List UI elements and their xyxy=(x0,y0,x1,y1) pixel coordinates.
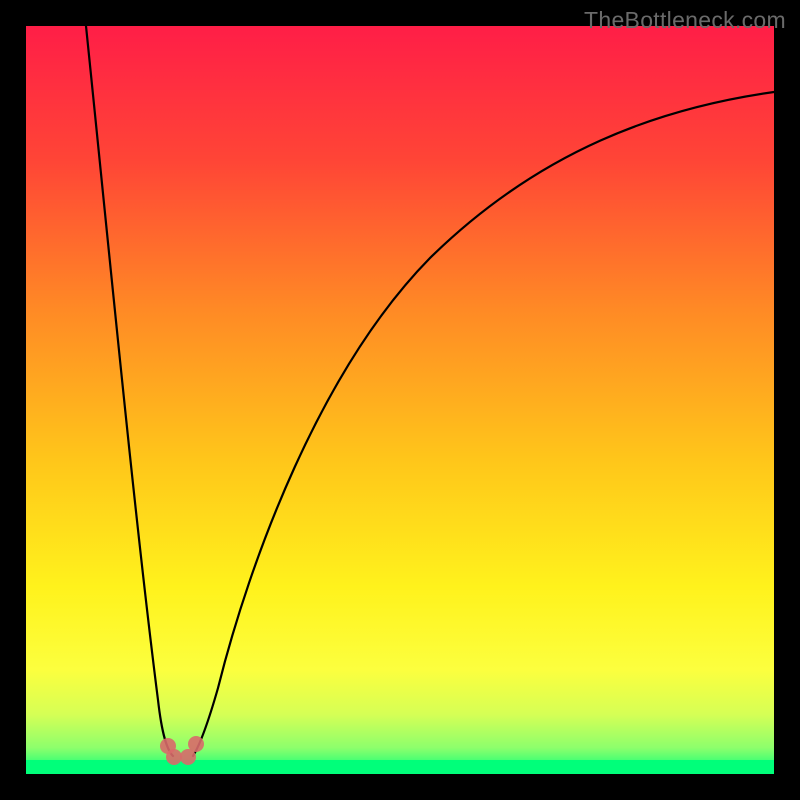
plot-gradient-background xyxy=(26,26,774,774)
chart-frame: TheBottleneck.com xyxy=(0,0,800,800)
